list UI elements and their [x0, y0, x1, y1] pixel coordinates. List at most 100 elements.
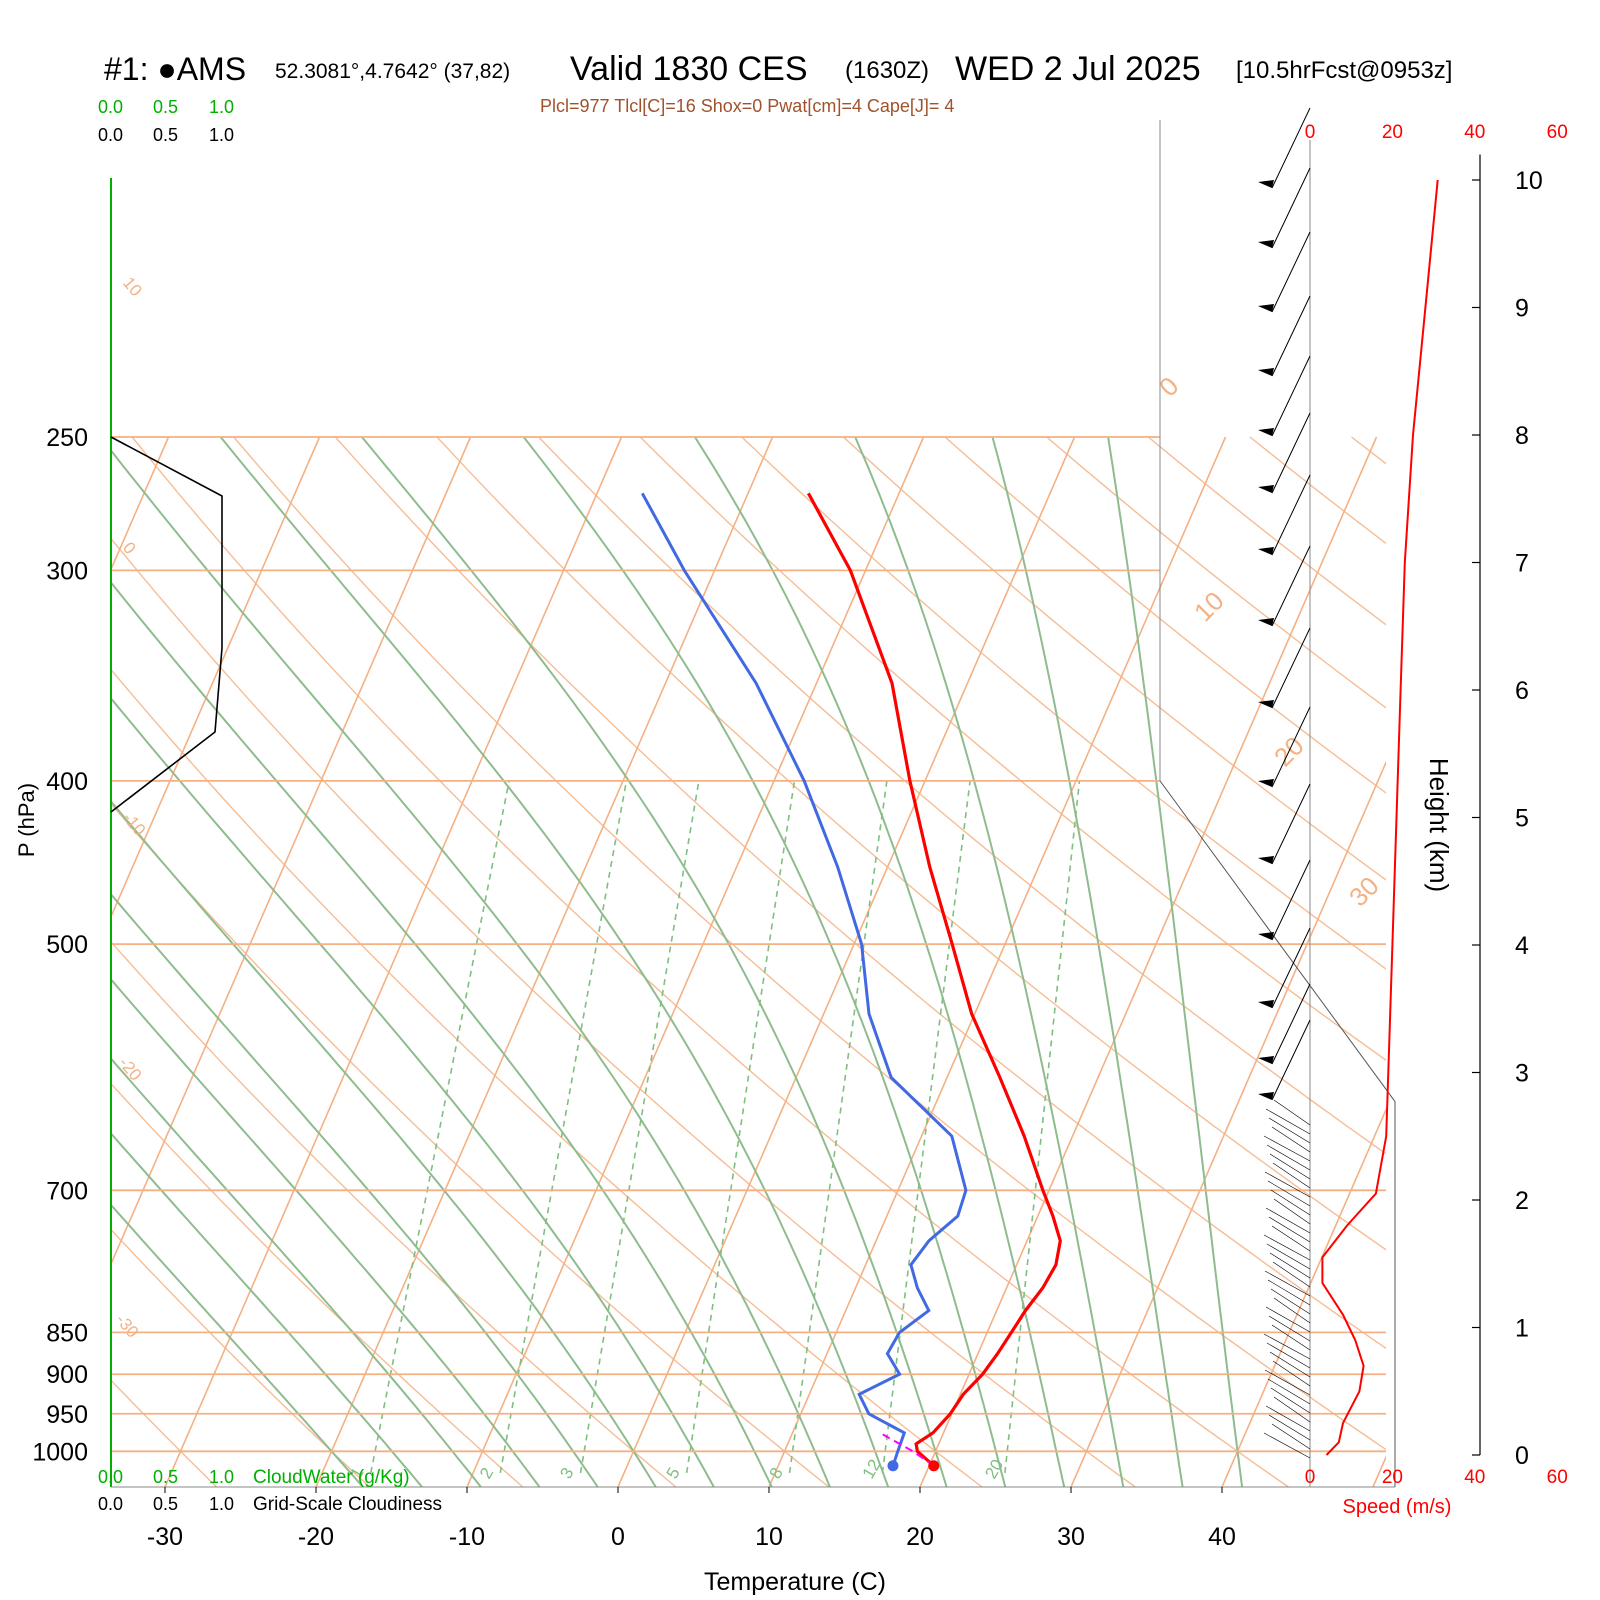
wind-barb-staff: [1271, 927, 1311, 1009]
isotherm-label: 10: [1188, 586, 1230, 628]
moist-adiabat-line: [991, 436, 1184, 1487]
wind-barb-lower: [1266, 1243, 1311, 1270]
height-axis-title: Height (km): [1424, 758, 1454, 892]
wind-barb-flag: [1258, 304, 1274, 312]
wind-barb-staff: [1271, 1019, 1311, 1101]
wind-barb-lower: [1266, 1342, 1311, 1369]
dry-adiabat-line: [436, 436, 1386, 1251]
x-tick-label: -20: [298, 1523, 334, 1551]
wind-barb-staff: [1271, 412, 1311, 494]
wind-barb-lower: [1273, 1297, 1311, 1324]
cloudwater-scale-top-0: 0.0: [98, 97, 123, 117]
mixing-ratio-line: [685, 780, 796, 1474]
wind-barb-staff: [1271, 545, 1311, 627]
wind-barb-flag: [1258, 856, 1274, 864]
wind-barb-lower: [1267, 1279, 1311, 1306]
wind-barb-lower: [1267, 1180, 1311, 1207]
speed-tick-label-top: 0: [1305, 122, 1316, 143]
cloudiness-scale-top-1: 0.5: [153, 125, 178, 145]
isotherm-line: [1524, 437, 1600, 1487]
diagram-outline: [110, 120, 1396, 1488]
speed-tick-label-bottom: 40: [1464, 1467, 1485, 1488]
wind-barb-lower: [1271, 1225, 1311, 1252]
wind-barb-flag: [1258, 932, 1274, 940]
dry-adiabat-line: [1249, 436, 1386, 545]
height-tick-label: 0: [1515, 1442, 1529, 1470]
wind-barb-lower: [1270, 1288, 1311, 1315]
isotherm-line: [315, 436, 774, 1487]
wind-barb-lower: [1268, 1315, 1311, 1342]
moist-adiabat-line: [111, 892, 599, 1487]
speed-tick-label-top: 20: [1382, 122, 1403, 143]
moist-adiabat-line: [111, 1203, 364, 1487]
wind-speed-line: [1321, 179, 1439, 1456]
dry-adiabat-line: [111, 1379, 217, 1487]
dry-adiabat-line: [334, 436, 1386, 1350]
height-tick-label: 1: [1515, 1315, 1529, 1343]
wind-barb-staff: [1271, 474, 1311, 556]
x-tick-label: 40: [1208, 1523, 1236, 1551]
height-tick-label: 10: [1515, 167, 1543, 195]
wind-barb-lower: [1264, 1270, 1311, 1297]
x-tick-label: 20: [906, 1523, 934, 1551]
mixing-ratio-line: [1004, 780, 1081, 1474]
cloudiness-scale-top-0: 0.0: [98, 125, 123, 145]
isotherm-label: -30: [112, 1310, 142, 1341]
isotherm-label: 0: [1153, 371, 1184, 402]
wind-barb-flag: [1258, 779, 1274, 787]
y-tick-label: 500: [46, 931, 88, 959]
wind-barb-lower: [1271, 1126, 1311, 1153]
cloudwater-scale-bottom-0: 0.0: [98, 1467, 123, 1487]
isotherm-line: [466, 436, 925, 1487]
isotherm-line: [919, 436, 1378, 1487]
x-tick-label: -10: [449, 1523, 485, 1551]
cloudwater-scale-top-2: 1.0: [209, 97, 234, 117]
dry-adiabat-line: [842, 436, 1386, 881]
wind-barb-staff: [1271, 355, 1311, 437]
isotherm-label: -10: [119, 808, 149, 839]
station-coords: 52.3081°,4.7642° (37,82): [275, 60, 510, 83]
cloudwater-scale-bottom-2: 1.0: [209, 1467, 234, 1487]
x-axis-title: Temperature (C): [704, 1568, 886, 1596]
dewpoint-trace: [640, 492, 968, 1467]
speed-tick-label-top: 60: [1547, 122, 1568, 143]
dry-adiabat-line: [639, 436, 1386, 1062]
dry-adiabat-line: [111, 1082, 524, 1487]
speed-tick-label-top: 40: [1464, 122, 1485, 143]
wind-barb-lower: [1263, 1234, 1311, 1261]
mixing-ratio-line: [370, 780, 510, 1474]
temperature-trace: [806, 492, 1062, 1467]
dry-adiabat-line: [944, 436, 1386, 794]
height-tick-label: 7: [1515, 550, 1529, 578]
wind-barb-lower: [1273, 1396, 1311, 1423]
cloudiness-profile: [110, 436, 223, 813]
wind-barb-lower: [1272, 1261, 1311, 1288]
right-slant-border: [1159, 780, 1396, 1487]
y-tick-label: 400: [46, 768, 88, 796]
height-tick-label: 2: [1515, 1187, 1529, 1215]
dry-adiabat-line: [111, 802, 830, 1487]
isotherm-line: [768, 436, 1227, 1487]
dry-adiabat-line: [131, 436, 1289, 1487]
station-label: #1: ●AMS: [104, 51, 246, 87]
wind-barb-staff: [1271, 859, 1311, 941]
wind-barb-lower: [1266, 1144, 1311, 1171]
moist-adiabat-line: [854, 436, 1125, 1487]
y-tick-label: 950: [46, 1401, 88, 1429]
wind-barb-staff: [1271, 167, 1311, 249]
wind-barb-flag: [1258, 618, 1274, 626]
x-tick-label: 30: [1057, 1523, 1085, 1551]
mixing-ratio-label: 12: [859, 1456, 885, 1482]
y-tick-label: 900: [46, 1361, 88, 1389]
wind-barb-lower: [1264, 1369, 1311, 1396]
height-tick-label: 5: [1515, 805, 1529, 833]
dry-adiabat-line: [111, 668, 983, 1487]
wind-barb-lower: [1263, 1432, 1311, 1459]
height-tick-label: 6: [1515, 677, 1529, 705]
height-tick-label: 8: [1515, 422, 1529, 450]
isotherm-line: [617, 436, 1076, 1487]
moist-adiabat-line: [111, 580, 773, 1487]
